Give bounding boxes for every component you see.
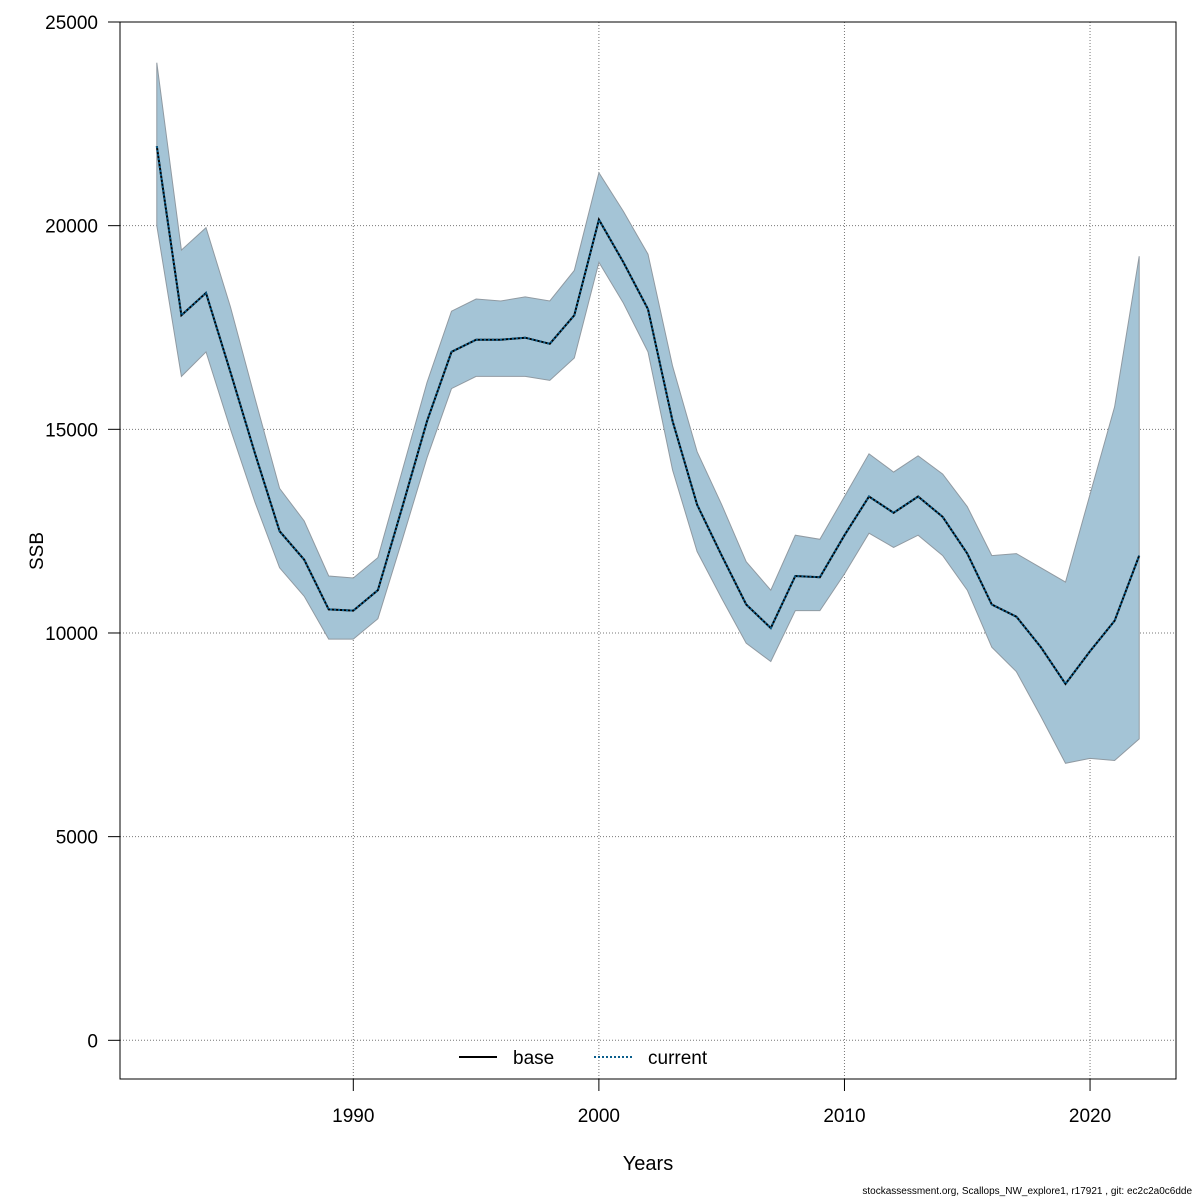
- x-tick-label-1990: 1990: [332, 1106, 374, 1127]
- footer-note: stockassessment.org, Scallops_NW_explore…: [862, 1186, 1192, 1197]
- y-axis: 0 5000 10000 15000 20000 25000: [45, 13, 120, 1052]
- x-axis-label: Years: [623, 1153, 673, 1175]
- legend-label-base: base: [513, 1048, 554, 1069]
- y-axis-label: SSB: [27, 532, 48, 570]
- x-axis: 1990 2000 2010 2020: [332, 1079, 1111, 1127]
- confidence-band: [156, 62, 1140, 764]
- plot-frame: [119, 21, 1177, 1080]
- y-tick-label-5000: 5000: [56, 828, 98, 849]
- series-line-current: [155, 146, 1141, 686]
- legend-label-current: current: [648, 1048, 708, 1069]
- legend: base current: [459, 1048, 708, 1069]
- y-tick-label-10000: 10000: [45, 624, 98, 645]
- x-tick-label-2000: 2000: [578, 1106, 620, 1127]
- x-tick-label-2010: 2010: [823, 1106, 865, 1127]
- y-tick-label-0: 0: [87, 1031, 98, 1052]
- series-line-base: [155, 146, 1141, 686]
- y-tick-label-25000: 25000: [45, 13, 98, 34]
- y-tick-label-20000: 20000: [45, 217, 98, 238]
- y-tick-label-15000: 15000: [45, 420, 98, 441]
- x-tick-label-2020: 2020: [1069, 1106, 1111, 1127]
- series-lines: [155, 146, 1141, 686]
